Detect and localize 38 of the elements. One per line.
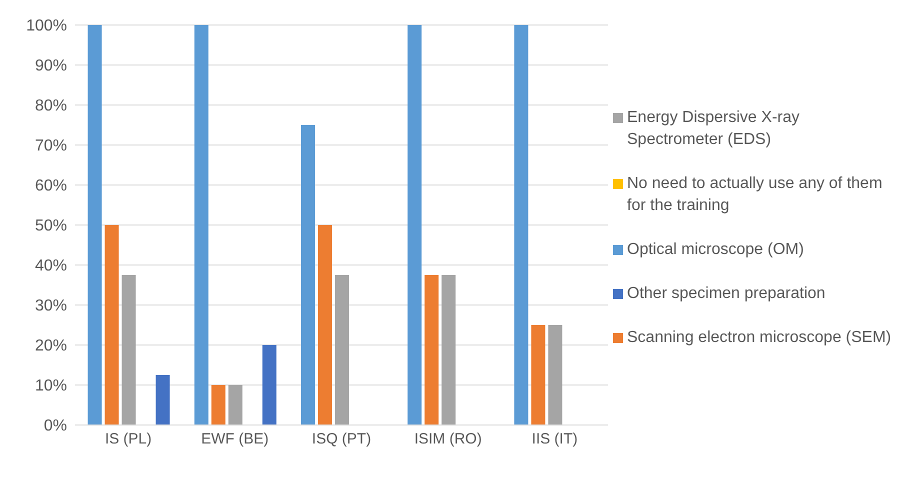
x-tick-label: IS (PL) [104, 430, 152, 448]
bar [514, 25, 528, 425]
bar [262, 345, 276, 425]
bar [424, 275, 439, 425]
bar [442, 275, 456, 425]
y-tick-label: 20% [34, 338, 67, 355]
bar [194, 25, 208, 425]
y-tick-label: 10% [34, 378, 67, 395]
y-tick-label: 100% [26, 18, 67, 35]
bar [300, 125, 315, 425]
y-tick-label: 30% [34, 298, 67, 315]
y-tick-label: 0% [44, 418, 67, 435]
bar [156, 375, 170, 425]
y-tick-label: 60% [34, 178, 67, 195]
y-tick-label: 70% [34, 138, 67, 155]
bar [104, 225, 119, 425]
bar [88, 25, 102, 425]
bar [408, 25, 422, 425]
bar [531, 325, 546, 425]
legend-label: Other specimen preparation [627, 284, 826, 304]
legend-label: Energy Dispersive X-ray Spectrometer (EDS) [627, 108, 800, 150]
x-tick-label: ISQ (PT) [312, 430, 372, 448]
bar [318, 225, 332, 425]
x-tick-label: IIS (IT) [532, 430, 578, 448]
bar [228, 385, 242, 425]
bar [122, 275, 136, 425]
y-tick-label: 80% [34, 98, 67, 115]
x-tick-label: ISIM (RO) [414, 430, 482, 448]
y-tick-label: 50% [34, 218, 67, 235]
bar [548, 325, 562, 425]
bar [334, 275, 349, 425]
y-tick-label: 90% [34, 58, 67, 75]
legend-label: No need to actually use any of them for the training [627, 174, 884, 216]
legend-label: Optical microscope (OM) [627, 240, 805, 260]
bar [211, 385, 226, 425]
x-tick-label: EWF (BE) [201, 430, 269, 448]
y-tick-label: 40% [34, 258, 67, 275]
legend-label: Scanning electron microscope (SEM) [627, 328, 892, 348]
